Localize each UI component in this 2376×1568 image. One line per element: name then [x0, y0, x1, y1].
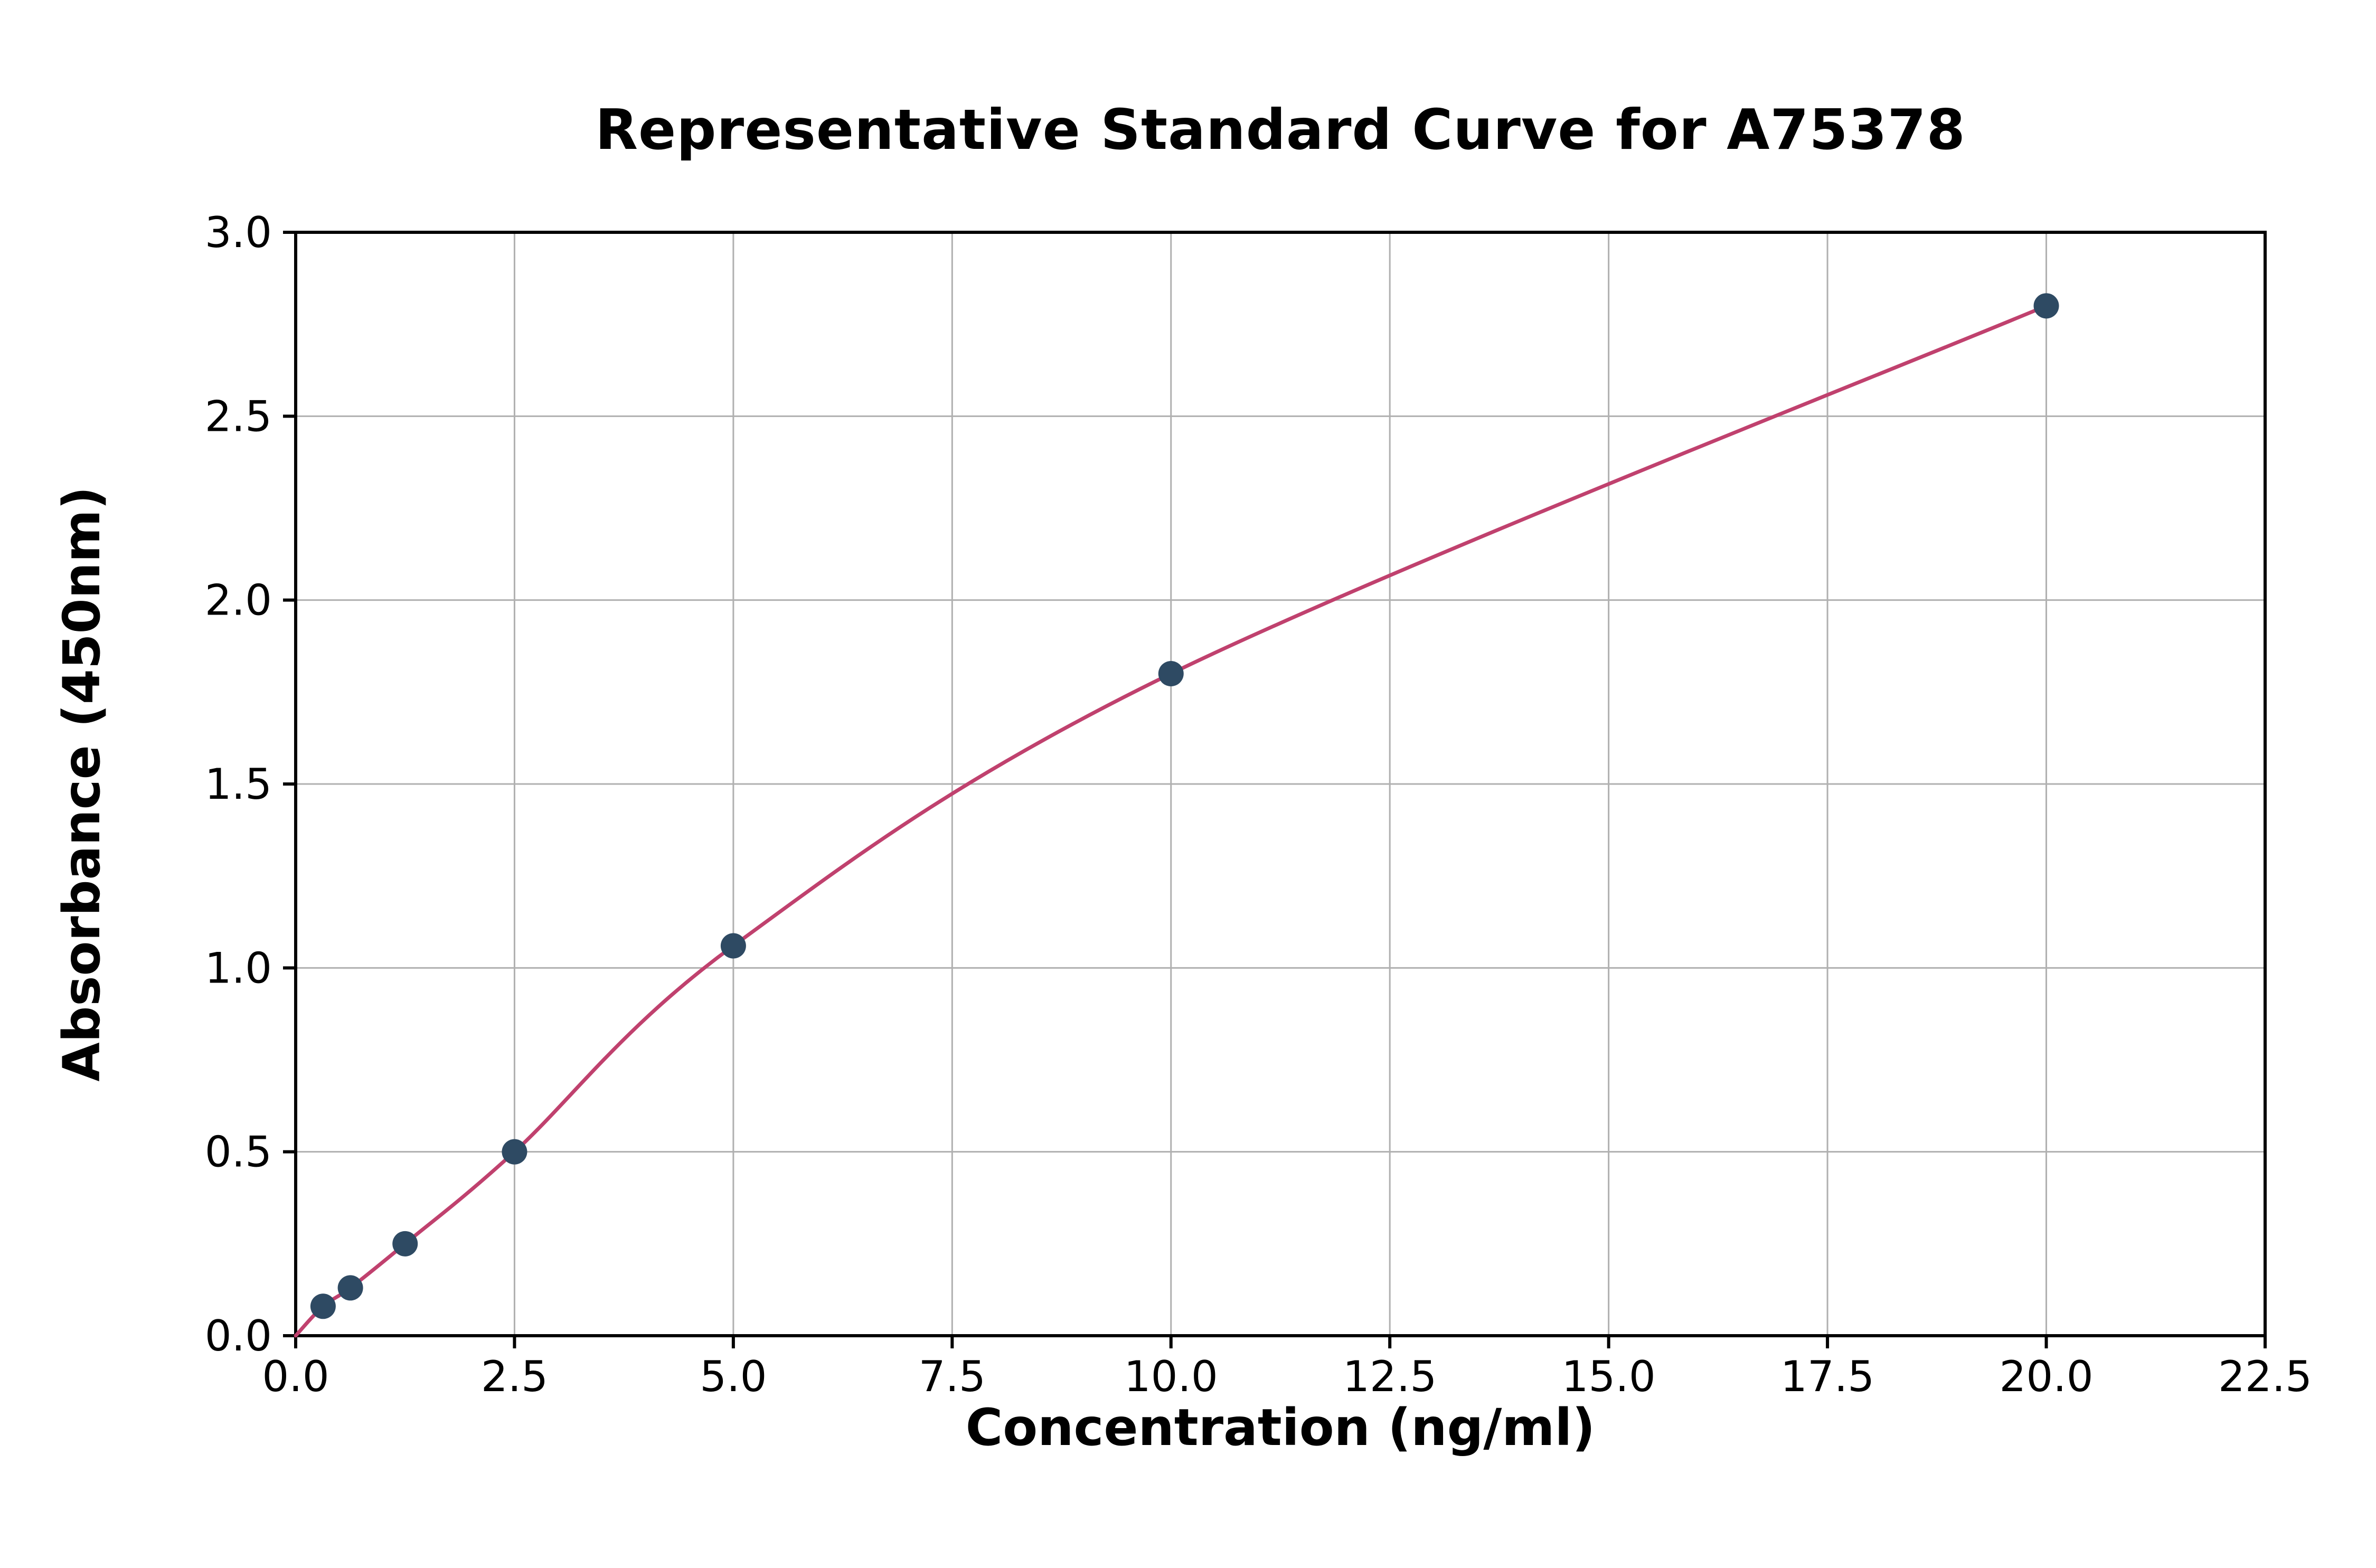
data-point: [310, 1293, 336, 1319]
x-tick-label: 5.0: [700, 1352, 767, 1401]
y-axis-label: Absorbance (450nm): [52, 486, 111, 1082]
x-tick-label: 17.5: [1780, 1352, 1874, 1401]
y-tick-label: 2.0: [205, 576, 272, 625]
y-tick-label: 3.0: [205, 208, 272, 257]
x-tick-label: 2.5: [481, 1352, 548, 1401]
x-tick-label: 10.0: [1124, 1352, 1218, 1401]
y-tick-label: 0.5: [205, 1128, 272, 1177]
x-tick-label: 15.0: [1562, 1352, 1656, 1401]
data-point: [1158, 661, 1184, 686]
data-point: [720, 933, 746, 959]
data-point: [337, 1275, 363, 1301]
y-tick-label: 0.0: [205, 1311, 272, 1361]
x-axis-label: Concentration (ng/ml): [965, 1398, 1596, 1457]
data-point: [392, 1231, 418, 1257]
x-tick-label: 20.0: [1999, 1352, 2093, 1401]
x-tick-label: 12.5: [1343, 1352, 1437, 1401]
x-tick-label: 22.5: [2218, 1352, 2312, 1401]
x-tick-label: 7.5: [919, 1352, 986, 1401]
x-tick-label: 0.0: [262, 1352, 329, 1401]
y-tick-label: 1.0: [205, 943, 272, 993]
chart-title: Representative Standard Curve for A75378: [595, 98, 1966, 162]
data-point: [502, 1139, 527, 1165]
y-tick-label: 2.5: [205, 392, 272, 441]
data-point: [2033, 293, 2059, 319]
y-tick-label: 1.5: [205, 760, 272, 809]
